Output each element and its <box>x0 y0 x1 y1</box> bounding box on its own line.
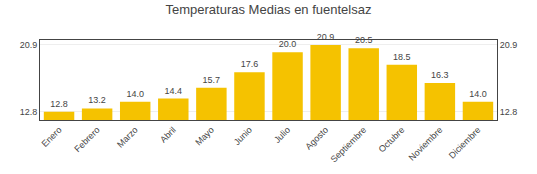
svg-text:Diciembre: Diciembre <box>447 125 483 161</box>
svg-text:18.5: 18.5 <box>393 52 411 62</box>
svg-text:Junio: Junio <box>232 125 254 147</box>
svg-text:14.0: 14.0 <box>469 89 487 99</box>
svg-text:17.6: 17.6 <box>241 59 259 69</box>
svg-text:Febrero: Febrero <box>72 125 101 154</box>
svg-text:15.7: 15.7 <box>203 75 221 85</box>
svg-text:Temperaturas Medias en fuentel: Temperaturas Medias en fuentelsaz <box>166 2 372 17</box>
svg-text:20.9: 20.9 <box>317 32 335 42</box>
svg-text:Julio: Julio <box>272 125 292 145</box>
svg-text:12.8: 12.8 <box>20 107 38 117</box>
svg-text:20.9: 20.9 <box>20 40 38 50</box>
svg-text:12.8: 12.8 <box>50 99 68 109</box>
svg-text:14.0: 14.0 <box>126 89 144 99</box>
svg-text:Mayo: Mayo <box>193 125 216 148</box>
svg-text:Octubre: Octubre <box>377 125 407 155</box>
svg-text:20.5: 20.5 <box>355 35 373 45</box>
svg-text:13.2: 13.2 <box>88 95 106 105</box>
svg-text:20.0: 20.0 <box>279 39 297 49</box>
svg-text:Septiembre: Septiembre <box>329 125 369 165</box>
svg-text:16.3: 16.3 <box>431 70 449 80</box>
svg-text:Noviembre: Noviembre <box>407 125 445 163</box>
svg-text:Abril: Abril <box>158 125 178 145</box>
svg-text:Marzo: Marzo <box>115 125 140 150</box>
svg-text:14.4: 14.4 <box>165 86 183 96</box>
svg-text:Agosto: Agosto <box>303 125 330 152</box>
svg-text:20.9: 20.9 <box>500 40 518 50</box>
svg-text:Enero: Enero <box>40 125 64 149</box>
svg-text:12.8: 12.8 <box>500 107 518 117</box>
